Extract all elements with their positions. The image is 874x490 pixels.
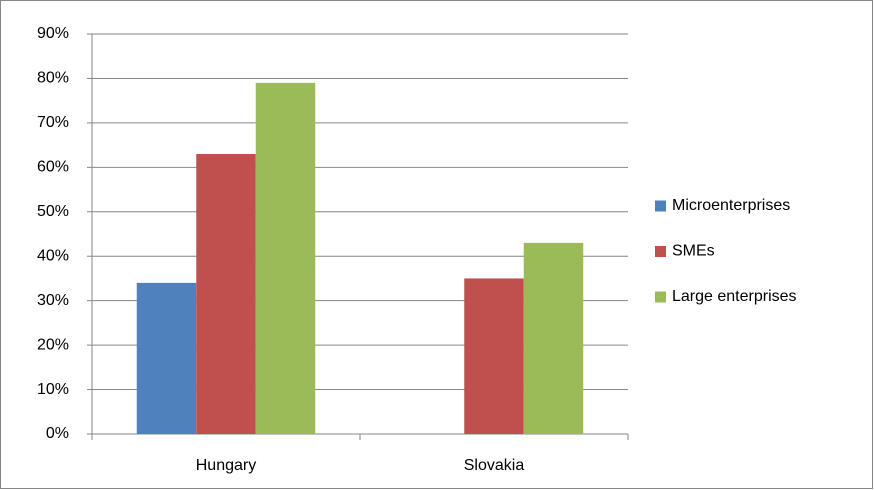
x-tick-label: Hungary [196, 457, 256, 474]
y-tick-label: 0% [46, 425, 69, 442]
legend-swatch [655, 291, 666, 303]
y-tick-label: 80% [37, 70, 69, 87]
x-tick-label: Slovakia [464, 457, 525, 474]
bar [136, 282, 197, 434]
bar [196, 154, 256, 434]
y-tick-label: 50% [37, 203, 69, 220]
legend-swatch [655, 200, 666, 212]
y-tick-label: 10% [37, 381, 69, 398]
y-tick-label: 20% [37, 336, 69, 353]
legend-label: SMEs [672, 243, 715, 260]
legend-label: Large enterprises [672, 288, 797, 305]
legend-label: Microenterprises [672, 197, 790, 214]
bar [255, 82, 316, 434]
bar [464, 278, 524, 434]
legend-swatch [655, 246, 666, 257]
y-tick-label: 70% [37, 114, 69, 131]
y-tick-label: 60% [37, 159, 69, 176]
y-tick-label: 30% [37, 292, 69, 309]
y-tick-label: 90% [37, 25, 69, 42]
y-tick-label: 40% [37, 247, 69, 264]
bar [523, 242, 584, 434]
